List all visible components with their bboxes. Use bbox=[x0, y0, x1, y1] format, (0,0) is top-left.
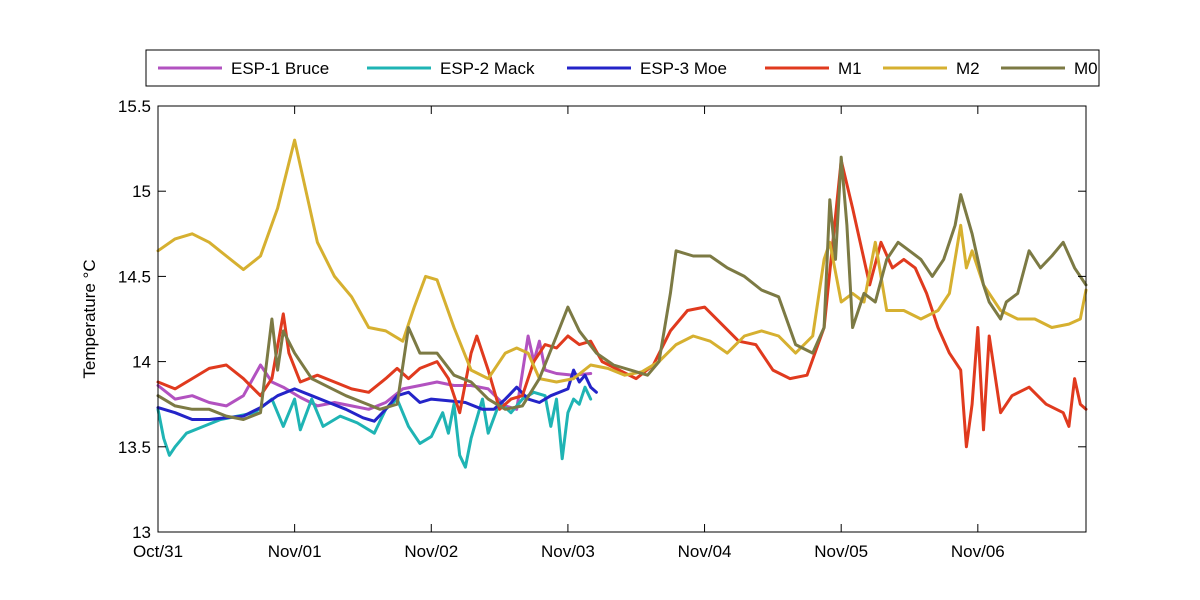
legend-label: ESP-1 Bruce bbox=[231, 59, 329, 78]
ticks-layer: 13 13.5 14 14.5 15 15.5 Oct/31 Nov/01 Nov/02 Nov/… bbox=[118, 97, 1086, 561]
y-tick-label: 14 bbox=[132, 353, 151, 372]
x-tick-label: Nov/05 bbox=[814, 542, 868, 561]
x-tick-label: Oct/31 bbox=[133, 542, 183, 561]
legend-label: M0 bbox=[1074, 59, 1098, 78]
x-tick-label: Nov/04 bbox=[678, 542, 732, 561]
series-line-m2 bbox=[156, 138, 1088, 384]
y-axis-label: Temperature °C bbox=[80, 259, 99, 378]
y-tick-label: 15 bbox=[132, 182, 151, 201]
x-tick-label: Nov/03 bbox=[541, 542, 595, 561]
x-tick-label: Nov/02 bbox=[404, 542, 458, 561]
legend-label: ESP-2 Mack bbox=[440, 59, 535, 78]
y-tick-label: 13.5 bbox=[118, 438, 151, 457]
x-tick-label: Nov/01 bbox=[268, 542, 322, 561]
y-tick-label: 13 bbox=[132, 523, 151, 542]
series-layer bbox=[156, 138, 1088, 469]
legend-label: ESP-3 Moe bbox=[640, 59, 727, 78]
legend: ESP-1 Bruce ESP-2 Mack ESP-3 Moe M1 M2 M0 bbox=[145, 49, 1100, 87]
legend-label: M2 bbox=[956, 59, 980, 78]
series-line-m0 bbox=[156, 155, 1088, 421]
y-tick-label: 14.5 bbox=[118, 267, 151, 286]
y-tick-label: 15.5 bbox=[118, 97, 151, 116]
series-line-esp-3-moe bbox=[156, 368, 598, 423]
x-tick-label: Nov/06 bbox=[951, 542, 1005, 561]
plot-area-frame bbox=[157, 105, 1087, 533]
legend-label: M1 bbox=[838, 59, 862, 78]
